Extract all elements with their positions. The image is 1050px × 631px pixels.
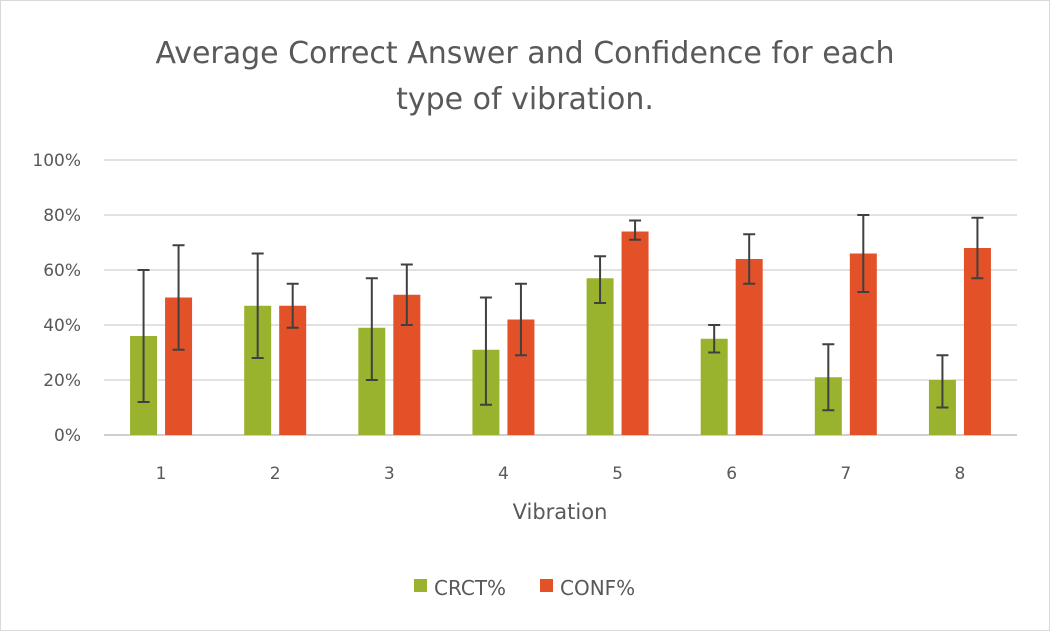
y-tick-label: 80% (43, 206, 81, 226)
error-bars (137, 214, 984, 412)
error-bar (251, 252, 264, 359)
gridlines (104, 159, 1017, 436)
y-axis-ticks: 0% 20% 40% 60% 80% 100% (32, 151, 81, 446)
error-bar (365, 277, 378, 381)
error-bar (137, 269, 150, 403)
error-bar (708, 324, 721, 354)
bars (130, 231, 991, 435)
y-tick-label: 0% (54, 426, 81, 446)
legend: CRCT% CONF% (414, 576, 635, 600)
error-bar (286, 282, 299, 329)
y-tick-label: 20% (43, 371, 81, 391)
y-tick-label: 100% (32, 151, 81, 171)
legend-swatch-crct (414, 579, 427, 592)
x-tick-label: 5 (612, 464, 623, 484)
x-tick-label: 3 (384, 464, 395, 484)
error-bar (172, 244, 185, 351)
bar-conf (621, 231, 649, 435)
y-tick-label: 60% (43, 261, 81, 281)
legend-swatch-conf (540, 579, 553, 592)
error-bar (594, 255, 607, 304)
y-tick-label: 40% (43, 316, 81, 336)
x-tick-label: 8 (955, 464, 966, 484)
error-bar (822, 343, 835, 412)
error-bar (629, 219, 642, 241)
x-axis-ticks: 1 2 3 4 5 6 7 8 (156, 464, 966, 484)
error-bar (971, 216, 984, 280)
legend-label-crct: CRCT% (434, 576, 506, 600)
bar-crct (586, 278, 614, 435)
chart-title-line-1: Average Correct Answer and Confidence fo… (155, 36, 894, 71)
chart-title-line-2: type of vibration. (396, 82, 654, 117)
x-tick-label: 2 (270, 464, 281, 484)
legend-label-conf: CONF% (560, 576, 635, 600)
error-bar (743, 233, 756, 285)
x-tick-label: 4 (498, 464, 509, 484)
x-tick-label: 7 (840, 464, 851, 484)
x-axis-title: Vibration (513, 500, 608, 524)
bar-crct (700, 338, 728, 435)
bar-conf (735, 259, 763, 435)
x-tick-label: 6 (726, 464, 737, 484)
error-bar (857, 214, 870, 293)
error-bar (400, 263, 413, 326)
x-tick-label: 1 (156, 464, 167, 484)
error-bar (479, 296, 492, 406)
error-bar (514, 282, 527, 357)
error-bar (936, 354, 949, 409)
